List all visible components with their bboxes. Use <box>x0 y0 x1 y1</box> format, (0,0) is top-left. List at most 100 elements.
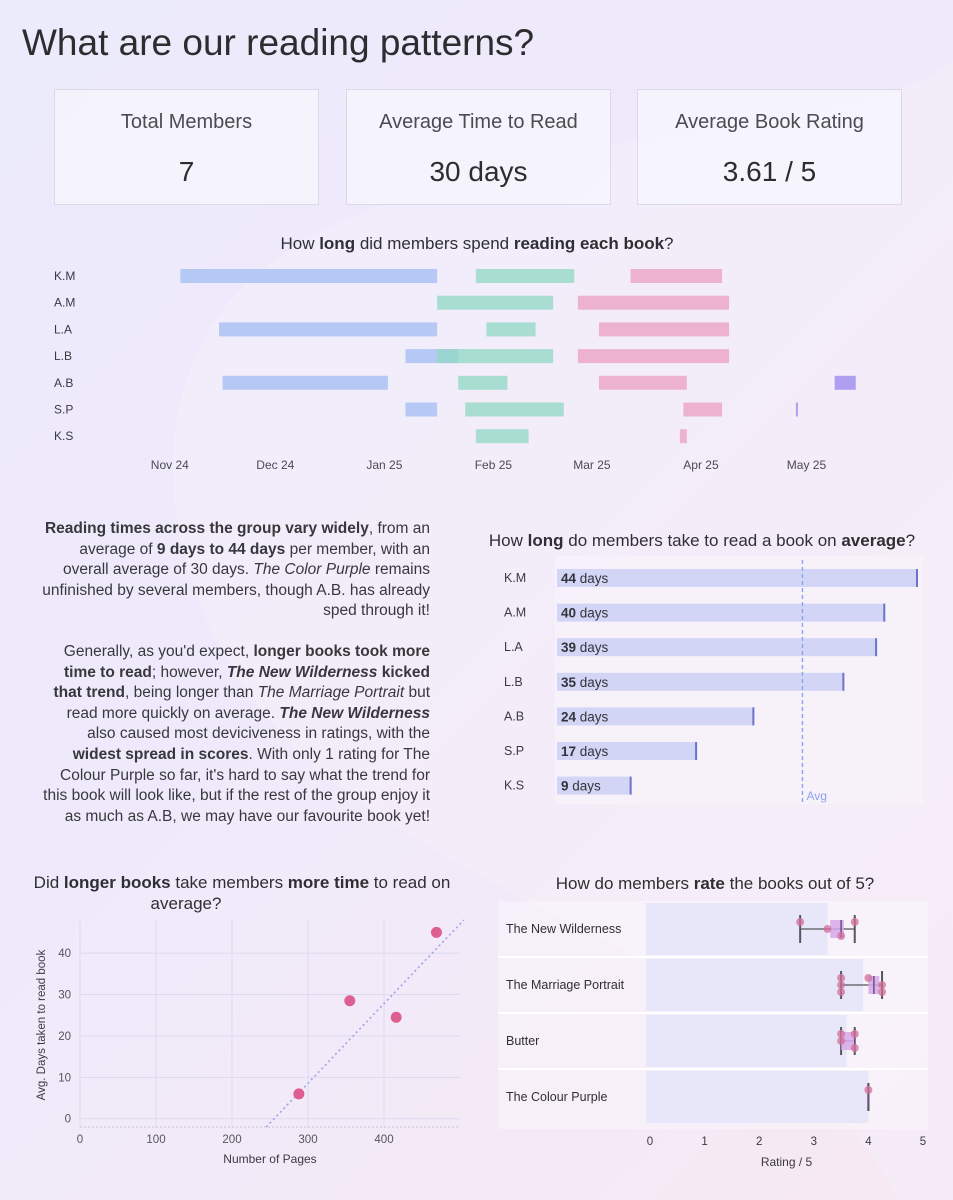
text-segment: remains unfinished by several members, t… <box>42 561 430 620</box>
timeline-bar <box>598 375 687 390</box>
iqr-box <box>841 1032 855 1050</box>
timeline-bar <box>834 375 856 390</box>
value-label: 44 days <box>561 571 609 586</box>
avg-bar-end <box>752 707 755 726</box>
rating-point <box>837 932 846 940</box>
avg-bar <box>557 638 877 657</box>
book-label: The New Wilderness <box>506 922 621 936</box>
kpi-value: 30 days <box>429 156 528 187</box>
timeline-bar <box>219 322 438 337</box>
rating-point <box>878 981 887 989</box>
rating-point <box>864 1086 873 1094</box>
rating-point <box>837 1030 846 1038</box>
page-title: What are our reading patterns? <box>22 22 535 63</box>
kpi-average-rating: Average Book Rating 3.61 / 5 <box>637 89 902 205</box>
title-segment: do members take to read a book on <box>564 531 842 550</box>
y-axis-label: Avg. Days taken to read book <box>36 949 48 1100</box>
text-segment: The New Wilderness <box>226 663 378 681</box>
member-label: K.M <box>54 269 75 283</box>
value-label: 39 days <box>561 640 609 655</box>
value-unit: days <box>576 606 609 621</box>
value-unit: days <box>576 571 609 586</box>
title-segment: average <box>841 531 905 550</box>
x-tick-label: Jan 25 <box>366 458 402 472</box>
kpi-average-time: Average Time to Read 30 days <box>346 89 611 205</box>
title-segment: ? <box>664 234 673 253</box>
book-label: The Colour Purple <box>506 1090 607 1104</box>
title-segment: Did <box>34 873 64 892</box>
category-label: L.A <box>504 640 523 654</box>
x-axis-label: Number of Pages <box>223 1152 316 1166</box>
text-segment: but read more quickly on average. <box>66 684 430 722</box>
title-segment: more time <box>288 873 369 892</box>
scatter-point <box>390 1011 402 1023</box>
text-segment: Reading times across the group vary wide… <box>44 520 369 537</box>
timeline-bar <box>630 269 723 283</box>
chart-title: How long did members spend reading each … <box>280 234 673 253</box>
avg-bar-end <box>883 603 886 622</box>
title-segment: long <box>528 531 564 550</box>
value-label: 24 days <box>561 709 609 724</box>
title-segment: How do members <box>556 874 694 893</box>
timeline-bar <box>577 295 730 310</box>
value-number: 40 <box>561 606 576 621</box>
y-tick-label: 40 <box>58 948 71 960</box>
book-label: Butter <box>506 1034 539 1048</box>
x-tick-label: 200 <box>222 1134 241 1146</box>
x-tick-label: Nov 24 <box>151 458 189 472</box>
value-number: 35 <box>561 675 577 690</box>
member-label: A.B <box>54 376 73 390</box>
text-segment: longer books took more time to read <box>64 642 430 681</box>
average-days-chart: How long do members take to read a book … <box>489 531 923 804</box>
text-segment: kicked that trend <box>53 663 431 702</box>
timeline-bar <box>577 349 730 364</box>
value-number: 44 <box>561 571 577 586</box>
narrative-text: Reading times across the group vary wide… <box>40 519 430 847</box>
timeline-bar <box>180 269 438 283</box>
chart-title: How long do members take to read a book … <box>489 531 915 550</box>
kpi-label: Average Time to Read <box>379 111 578 133</box>
timeline-bar <box>679 429 687 444</box>
y-tick-label: 10 <box>58 1072 71 1084</box>
kpi-label: Total Members <box>120 111 253 133</box>
timeline-bar <box>795 402 798 417</box>
pages-vs-days-scatter: Did longer books take members more time … <box>34 873 465 1166</box>
x-tick-label: Apr 25 <box>683 458 719 472</box>
text-segment: Generally, as you'd expect, <box>63 642 254 660</box>
x-tick-label: Feb 25 <box>475 458 513 472</box>
x-tick-label: Mar 25 <box>573 458 611 472</box>
rating-point <box>850 918 859 926</box>
chart-title-line-1: Did longer books take members more time … <box>34 873 451 892</box>
value-label: 40 days <box>561 606 609 621</box>
text-segment: per member, with an overall average of 3… <box>62 540 430 579</box>
avg-bar <box>557 776 631 795</box>
title-segment: the books out of 5? <box>725 874 874 893</box>
timeline-bar <box>437 295 554 310</box>
category-label: S.P <box>504 744 524 758</box>
text-segment: , being longer than <box>124 684 258 702</box>
category-label: K.S <box>504 779 524 793</box>
timeline-bar <box>683 402 723 417</box>
x-tick-label: 2 <box>756 1136 762 1148</box>
value-label: 35 days <box>561 675 609 690</box>
average-label: Avg <box>806 789 826 803</box>
mean-bar <box>646 959 863 1011</box>
x-tick-label: 0 <box>77 1134 83 1146</box>
rating-point <box>796 918 805 926</box>
scatter-point <box>293 1088 305 1100</box>
text-segment: ; however, <box>151 663 227 681</box>
member-label: A.M <box>54 296 75 310</box>
avg-bar <box>557 707 754 726</box>
title-segment: long <box>319 234 355 253</box>
category-label: A.M <box>504 606 526 620</box>
avg-bar-end <box>842 672 845 691</box>
x-tick-label: 5 <box>920 1136 926 1148</box>
rating-point <box>878 988 887 996</box>
x-tick-label: 4 <box>865 1136 872 1148</box>
text-segment: widest spread in scores <box>72 745 249 763</box>
rating-point <box>837 981 846 989</box>
title-segment: rate <box>694 874 725 893</box>
category-label: A.B <box>504 709 524 723</box>
value-unit: days <box>569 779 602 794</box>
kpi-value: 7 <box>178 156 195 187</box>
